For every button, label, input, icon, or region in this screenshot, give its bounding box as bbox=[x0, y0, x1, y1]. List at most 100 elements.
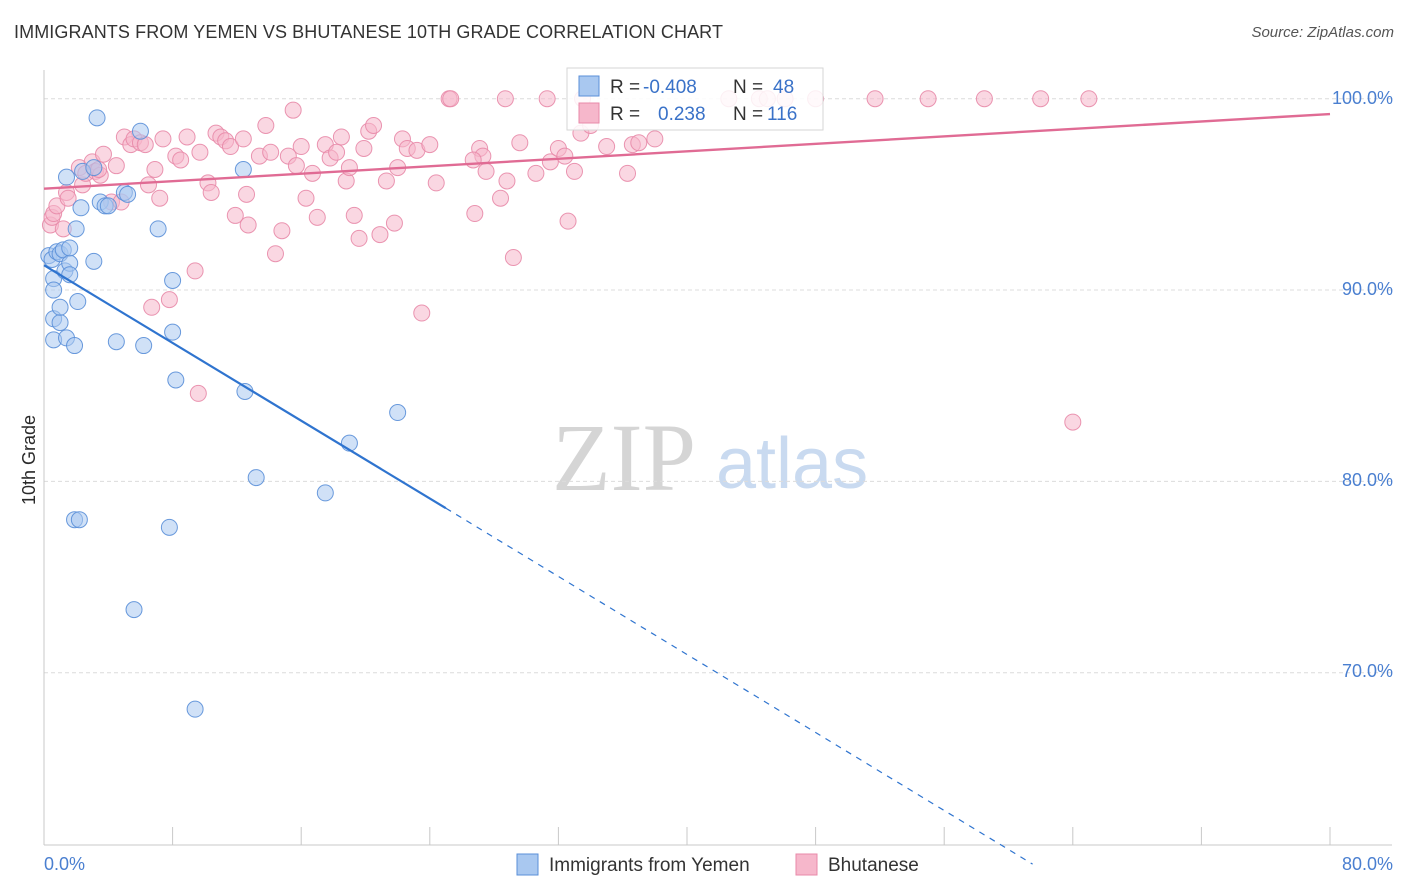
bhutanese-point bbox=[350, 229, 368, 247]
stats-swatch-yemen bbox=[578, 75, 600, 97]
yemen-point bbox=[51, 314, 69, 332]
yemen-point bbox=[119, 185, 137, 203]
yemen-point bbox=[164, 323, 182, 341]
bhutanese-point bbox=[371, 226, 389, 244]
bhutanese-point bbox=[496, 90, 514, 108]
bhutanese-point bbox=[630, 134, 648, 152]
bhutanese-point bbox=[975, 90, 993, 108]
bhutanese-point bbox=[498, 172, 516, 190]
bhutanese-point bbox=[292, 138, 310, 156]
y-tick-label: 100.0% bbox=[1332, 88, 1393, 108]
bhutanese-point bbox=[477, 162, 495, 180]
bhutanese-point bbox=[421, 136, 439, 154]
yemen-point bbox=[125, 601, 143, 619]
x-tick-label-min: 0.0% bbox=[44, 854, 85, 874]
yemen-point bbox=[45, 281, 63, 299]
x-tick-label-max: 80.0% bbox=[1342, 854, 1393, 874]
bhutanese-point bbox=[59, 189, 77, 207]
bhutanese-point bbox=[538, 90, 556, 108]
yemen-point bbox=[85, 252, 103, 270]
trend-lines bbox=[43, 112, 1331, 865]
bhutanese-point bbox=[107, 157, 125, 175]
bhutanese-point bbox=[565, 162, 583, 180]
bhutanese-point bbox=[1080, 90, 1098, 108]
bhutanese-point bbox=[413, 304, 431, 322]
bhutanese-point bbox=[619, 164, 637, 182]
bhutanese-point bbox=[94, 145, 112, 163]
stats-box: R = -0.408 N = 48 R = 0.238 N = 116 bbox=[566, 67, 824, 131]
bhutanese-point bbox=[154, 130, 172, 148]
yemen-point bbox=[167, 371, 185, 389]
legend-label-yemen[interactable]: Immigrants from Yemen bbox=[549, 855, 750, 876]
bhutanese-point bbox=[151, 189, 169, 207]
bhutanese-point bbox=[284, 101, 302, 119]
bhutanese-point bbox=[297, 189, 315, 207]
bhutanese-point bbox=[1064, 413, 1082, 431]
bhutanese-point bbox=[365, 116, 383, 134]
stats-box-frame bbox=[566, 67, 824, 131]
stats-r-value-yemen: -0.408 bbox=[643, 77, 697, 98]
bhutanese-point bbox=[273, 222, 291, 240]
y-tick-label: 90.0% bbox=[1342, 279, 1393, 299]
bhutanese-point bbox=[511, 134, 529, 152]
bhutanese-point bbox=[139, 176, 157, 194]
yemen-point bbox=[135, 337, 153, 355]
bhutanese-point bbox=[646, 130, 664, 148]
bhutanese-point bbox=[427, 174, 445, 192]
yemen-point bbox=[164, 271, 182, 289]
bhutanese-point bbox=[186, 262, 204, 280]
yemen-point bbox=[85, 159, 103, 177]
bhutanese-trend-line bbox=[43, 112, 1331, 190]
legend-label-bhutanese[interactable]: Bhutanese bbox=[828, 855, 919, 876]
bhutanese-point bbox=[598, 138, 616, 156]
yemen-point bbox=[149, 220, 167, 238]
bhutanese-point bbox=[866, 90, 884, 108]
bhutanese-point bbox=[377, 172, 395, 190]
bhutanese-point bbox=[464, 151, 482, 169]
source-label: Source: ZipAtlas.com bbox=[1251, 24, 1394, 41]
yemen-point bbox=[186, 700, 204, 718]
y-tick-label: 70.0% bbox=[1342, 661, 1393, 681]
yemen-point bbox=[66, 337, 84, 355]
yemen-point bbox=[160, 518, 178, 536]
bhutanese-point bbox=[221, 138, 239, 156]
legend: Immigrants from Yemen Bhutanese bbox=[516, 853, 919, 876]
bhutanese-point bbox=[191, 143, 209, 161]
watermark-zip: ZIP bbox=[552, 404, 696, 511]
bhutanese-point bbox=[287, 157, 305, 175]
bhutanese-point bbox=[340, 159, 358, 177]
yemen-points bbox=[40, 109, 407, 718]
bhutanese-points bbox=[41, 90, 1098, 431]
bhutanese-point bbox=[345, 206, 363, 224]
bhutanese-point bbox=[466, 205, 484, 223]
bhutanese-point bbox=[332, 128, 350, 146]
stats-r-label: R = bbox=[610, 77, 640, 98]
bhutanese-point bbox=[355, 139, 373, 157]
legend-swatch-yemen[interactable] bbox=[516, 853, 539, 876]
bhutanese-point bbox=[385, 214, 403, 232]
yemen-point bbox=[61, 239, 79, 257]
axes bbox=[43, 70, 1392, 846]
legend-swatch-bhutanese[interactable] bbox=[795, 853, 818, 876]
yemen-point bbox=[316, 484, 334, 502]
bhutanese-point bbox=[160, 291, 178, 309]
bhutanese-point bbox=[143, 298, 161, 316]
yemen-trend-line bbox=[43, 264, 447, 510]
yemen-point bbox=[107, 333, 125, 351]
bhutanese-point bbox=[492, 189, 510, 207]
y-axis-label: 10th Grade bbox=[19, 415, 39, 505]
yemen-point bbox=[88, 109, 106, 127]
y-tick-labels: 100.0% 90.0% 80.0% 70.0% bbox=[1332, 88, 1393, 681]
bhutanese-point bbox=[257, 116, 275, 134]
bhutanese-point bbox=[238, 185, 256, 203]
bhutanese-point bbox=[527, 164, 545, 182]
stats-n-value-bhutanese: 116 bbox=[767, 104, 797, 125]
watermark-atlas: atlas bbox=[716, 424, 868, 504]
bhutanese-point bbox=[178, 128, 196, 146]
bhutanese-point bbox=[308, 208, 326, 226]
bhutanese-point bbox=[226, 206, 244, 224]
bhutanese-point bbox=[559, 212, 577, 230]
y-tick-label: 80.0% bbox=[1342, 470, 1393, 490]
yemen-trend-extension bbox=[445, 507, 1033, 865]
yemen-point bbox=[51, 298, 69, 316]
